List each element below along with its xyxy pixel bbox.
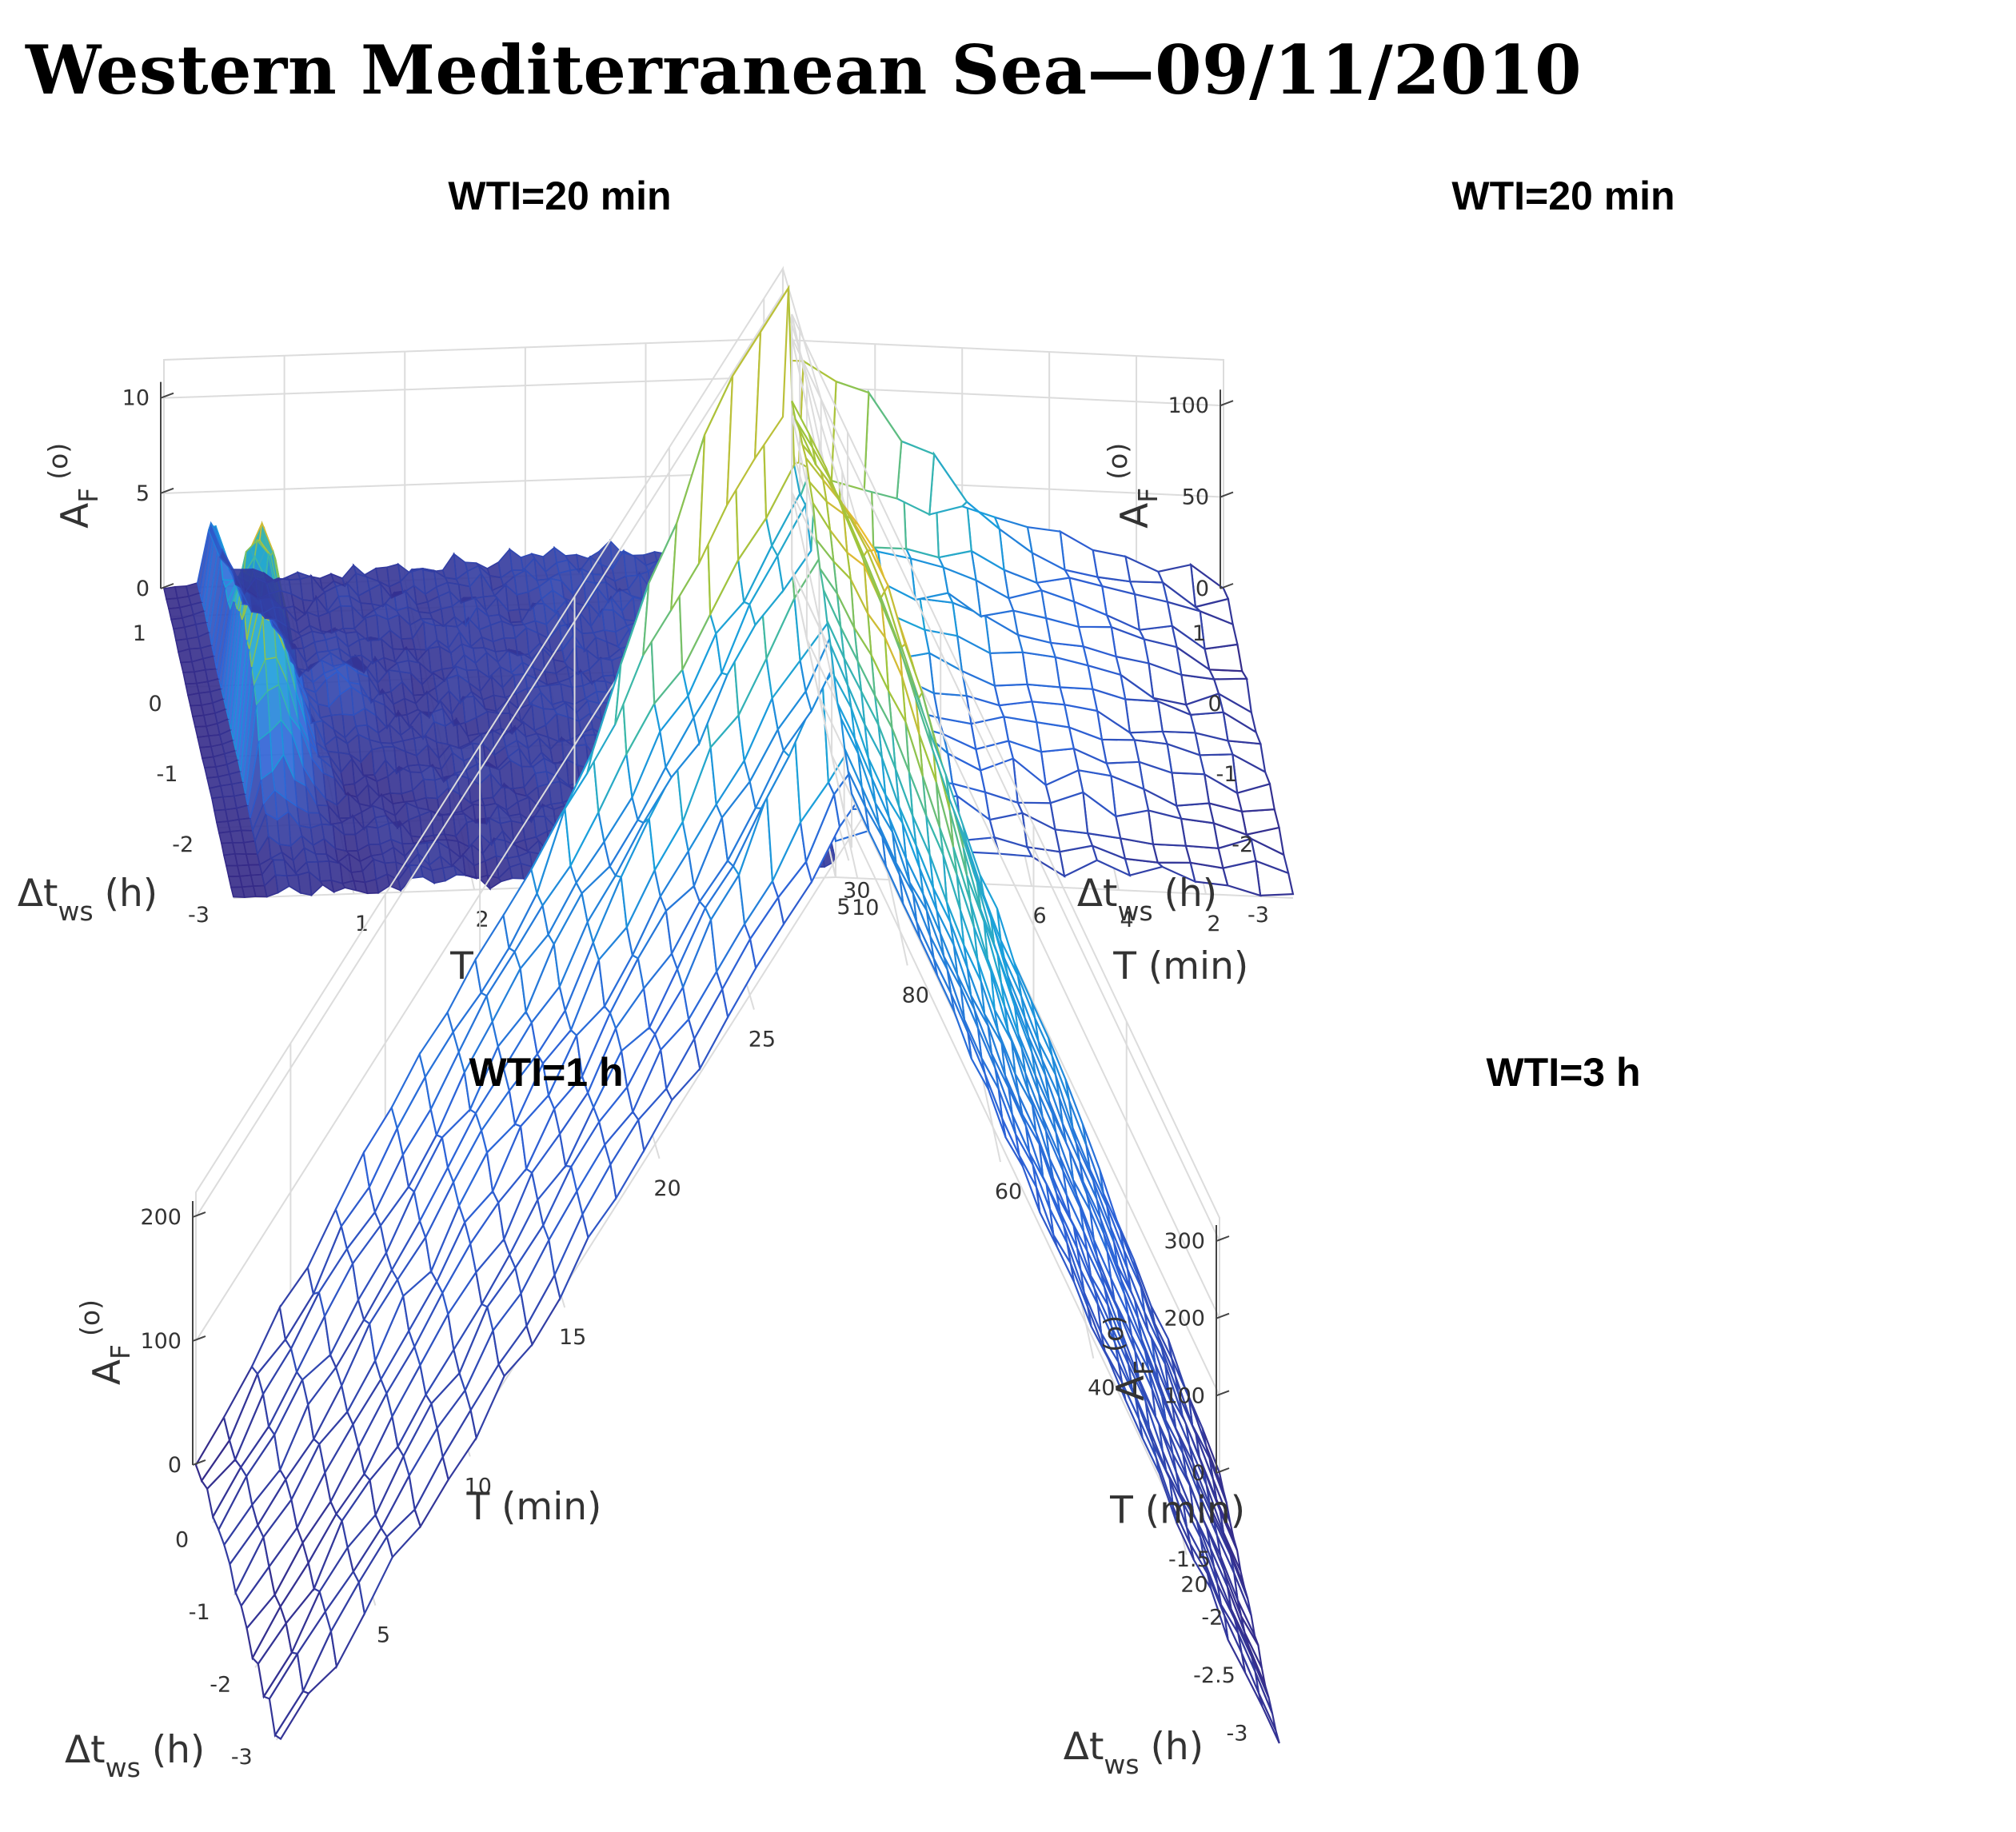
z-tick-label: 300 [1164,1229,1205,1254]
dt-tick-label: -2 [1201,1606,1223,1630]
surface-mesh [791,400,1280,1744]
z-tick-label: 100 [1164,1383,1205,1408]
back-wall [791,313,1220,1474]
dt-axis-label: Δtws (h) [1064,1725,1204,1780]
figure-title: Western Mediterranean Sea—09/11/2010 [26,30,1583,110]
z-tick-label: 0 [1192,1461,1205,1486]
T-axis-label: T (min) [1109,1489,1245,1533]
z-tick-label: 200 [1164,1307,1205,1331]
T-tick-label: 80 [902,983,929,1008]
dt-tick-label: -2.5 [1193,1663,1236,1688]
dt-tick-label: -1.5 [1168,1547,1211,1572]
T-tick-label: 20 [1180,1572,1208,1597]
panel-title: WTI=3 h [1486,1050,1640,1095]
dt-tick-label: -3 [1227,1722,1248,1746]
T-tick-label: 60 [995,1179,1022,1204]
